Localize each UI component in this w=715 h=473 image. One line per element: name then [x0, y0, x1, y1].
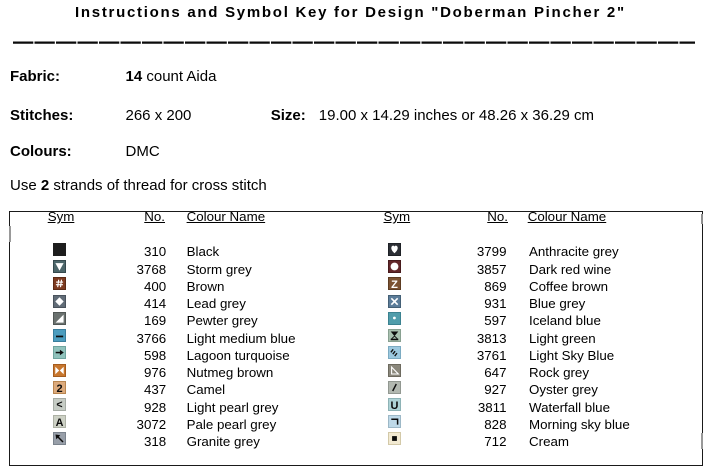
svg-text:A: A — [56, 417, 64, 428]
svg-text:U: U — [390, 400, 398, 411]
svg-text:2: 2 — [56, 383, 62, 394]
svg-text:<: < — [56, 399, 62, 411]
svg-text:Z: Z — [391, 279, 398, 290]
